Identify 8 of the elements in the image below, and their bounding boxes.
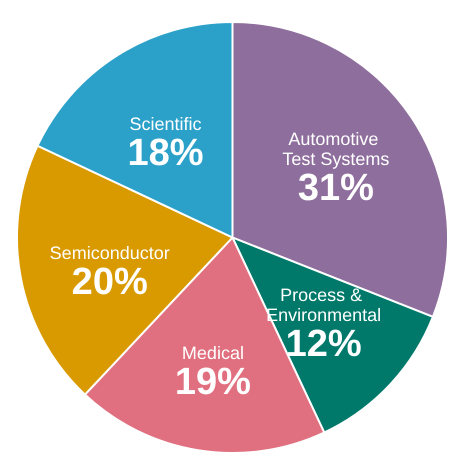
slice-label: Scientific [130,114,202,134]
slice-label: Semiconductor [50,242,170,263]
data-label: 19% [174,360,251,403]
data-label: 20% [72,260,148,303]
slice-label: Automotive Test Systems [282,129,390,170]
slice-label: Medical [182,342,244,363]
data-label: 12% [286,323,362,366]
data-label: 18% [127,132,204,174]
